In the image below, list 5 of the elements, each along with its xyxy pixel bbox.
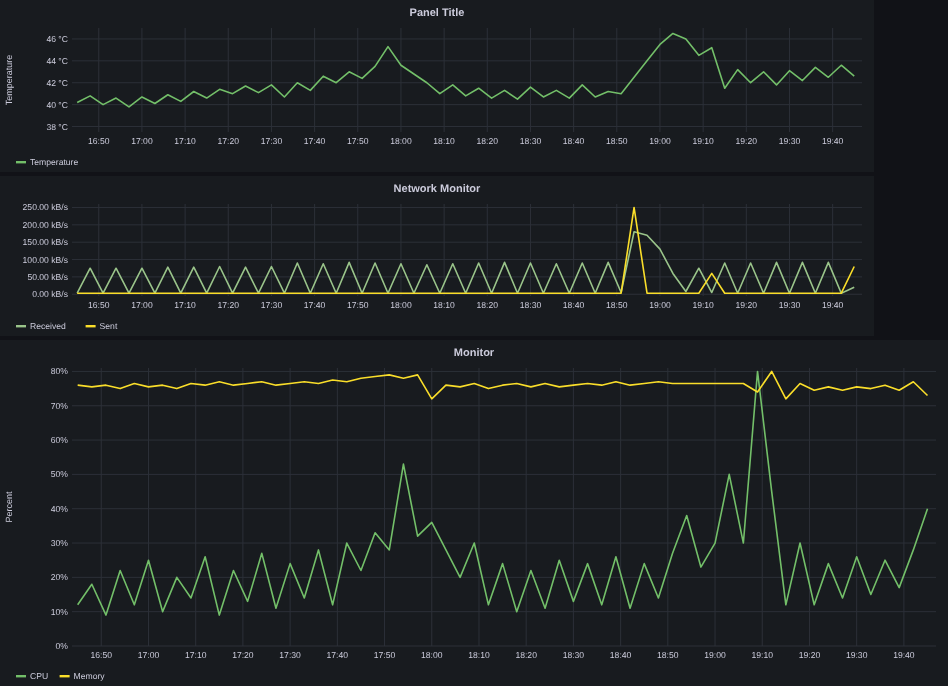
line-series [76, 370, 929, 616]
line-series [76, 370, 929, 400]
line-series [76, 32, 856, 108]
line-series [76, 206, 856, 295]
line-series [76, 230, 856, 295]
